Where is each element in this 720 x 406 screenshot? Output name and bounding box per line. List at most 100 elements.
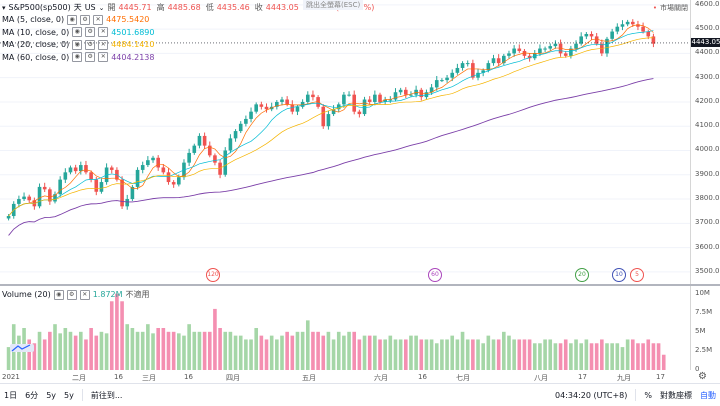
- close-value: 4443.05: [265, 3, 299, 12]
- volume-bar: [202, 331, 207, 370]
- candle-body: [445, 77, 449, 81]
- close-icon[interactable]: ✕: [98, 52, 109, 62]
- volume-bar: [440, 339, 444, 370]
- volume-label[interactable]: Volume (20): [2, 290, 51, 299]
- candle-body: [507, 53, 511, 56]
- close-icon[interactable]: ✕: [79, 289, 90, 300]
- volume-axis[interactable]: 10M 7.5M 5M 2.5M 0: [690, 286, 720, 373]
- volume-bar: [522, 339, 527, 370]
- event-marker[interactable]: 60: [428, 268, 442, 282]
- volume-bar: [48, 331, 52, 370]
- event-marker[interactable]: 120: [206, 268, 220, 282]
- candle-body: [48, 189, 52, 202]
- volume-bar: [321, 335, 326, 370]
- candle-body: [517, 48, 522, 51]
- event-marker[interactable]: 20: [575, 268, 589, 282]
- auto-scale-toggle[interactable]: 自動: [700, 390, 716, 400]
- goto-button[interactable]: 前往到...: [90, 390, 123, 400]
- close-icon[interactable]: ✕: [93, 14, 104, 25]
- pane-separator[interactable]: [0, 284, 720, 286]
- eye-icon[interactable]: ◉: [53, 289, 64, 300]
- volume-bar: [120, 301, 124, 370]
- volume-bar: [610, 343, 614, 370]
- indicator-label[interactable]: MA (60, close, 0): [2, 52, 70, 62]
- volume-bar: [486, 335, 491, 370]
- range-6m-button[interactable]: 6分: [25, 390, 39, 400]
- volume-bar: [563, 339, 568, 370]
- indicator-label[interactable]: MA (5, close, 0): [2, 15, 65, 24]
- eye-icon[interactable]: ◉: [67, 14, 78, 25]
- volume-bar: [532, 343, 537, 370]
- divider: [81, 389, 83, 401]
- indicator-label[interactable]: MA (10, close, 0): [2, 27, 70, 37]
- candle-body: [275, 101, 279, 107]
- candle-body: [161, 167, 166, 173]
- ma-60-line: [8, 78, 654, 236]
- close-label: 收: [254, 3, 263, 12]
- clock-readout[interactable]: 04:34:20 (UTC+8): [555, 390, 628, 400]
- candle-body: [280, 99, 284, 102]
- candle-body: [254, 104, 259, 112]
- volume-bar: [527, 339, 532, 370]
- candle-body: [527, 55, 532, 59]
- candle-body: [491, 58, 496, 64]
- candle-body: [197, 135, 202, 146]
- candle-body: [373, 94, 377, 102]
- close-icon[interactable]: ✕: [98, 39, 109, 50]
- candle-body: [321, 106, 326, 127]
- range-1d-button[interactable]: 1日: [4, 390, 18, 400]
- volume-bar: [434, 343, 439, 370]
- event-marker[interactable]: 5: [630, 268, 644, 282]
- settings-icon[interactable]: ⚙: [80, 14, 91, 25]
- candle-body: [213, 155, 217, 163]
- settings-icon[interactable]: ⚙: [85, 52, 96, 62]
- candle-body: [109, 167, 114, 170]
- symbol-name[interactable]: S&P500(sp500): [8, 3, 71, 12]
- volume-tick: 7.5M: [695, 307, 713, 316]
- candle-body: [290, 104, 295, 112]
- volume-bar: [244, 339, 248, 370]
- log-scale-toggle[interactable]: 對數座標: [660, 390, 692, 400]
- logo-icon: [10, 344, 34, 352]
- candle-body: [135, 169, 140, 187]
- volume-pane[interactable]: [0, 286, 690, 370]
- candle-body: [362, 99, 367, 115]
- candle-body: [543, 48, 547, 50]
- volume-bar: [78, 331, 83, 370]
- volume-bar: [53, 324, 57, 370]
- candle-body: [295, 106, 300, 112]
- candle-body: [17, 199, 21, 204]
- percent-toggle[interactable]: %: [644, 390, 652, 400]
- volume-tick: 0: [695, 365, 700, 373]
- chevron-down-icon[interactable]: ▾: [2, 3, 6, 12]
- range-5y-alt-button[interactable]: 5y: [64, 390, 74, 400]
- candle-body: [579, 36, 584, 44]
- indicator-label[interactable]: MA (20, close, 0): [2, 40, 70, 49]
- candle-body: [383, 99, 387, 102]
- close-icon[interactable]: ✕: [98, 27, 109, 37]
- axis-settings-icon[interactable]: ⚙: [698, 371, 707, 382]
- volume-bar: [594, 343, 599, 370]
- eye-icon[interactable]: ◉: [72, 39, 83, 50]
- eye-icon[interactable]: ◉: [72, 52, 83, 62]
- candle-body: [476, 72, 480, 78]
- volume-bar: [656, 343, 661, 370]
- settings-icon[interactable]: ⚙: [85, 39, 96, 50]
- settings-icon[interactable]: ⚙: [66, 289, 77, 300]
- range-5y-button[interactable]: 5y: [46, 390, 57, 400]
- candle-body: [207, 145, 212, 156]
- price-chart-svg: [0, 4, 690, 273]
- volume-bar: [538, 343, 542, 370]
- event-marker[interactable]: 10: [612, 268, 626, 282]
- candle-body: [84, 165, 88, 173]
- price-chart[interactable]: [0, 0, 690, 284]
- volume-chart-svg: [6, 293, 666, 370]
- price-axis[interactable]: 4600.00 4500.00 4400.00 4300.00 4200.00 4100.…: [690, 0, 720, 284]
- candle-body: [367, 99, 372, 102]
- eye-icon[interactable]: ◉: [72, 27, 83, 37]
- volume-bar: [661, 354, 666, 370]
- settings-icon[interactable]: ⚙: [85, 27, 96, 37]
- volume-bar: [161, 328, 166, 370]
- dropdown-icon[interactable]: ⌄: [98, 3, 105, 12]
- candle-body: [481, 70, 485, 73]
